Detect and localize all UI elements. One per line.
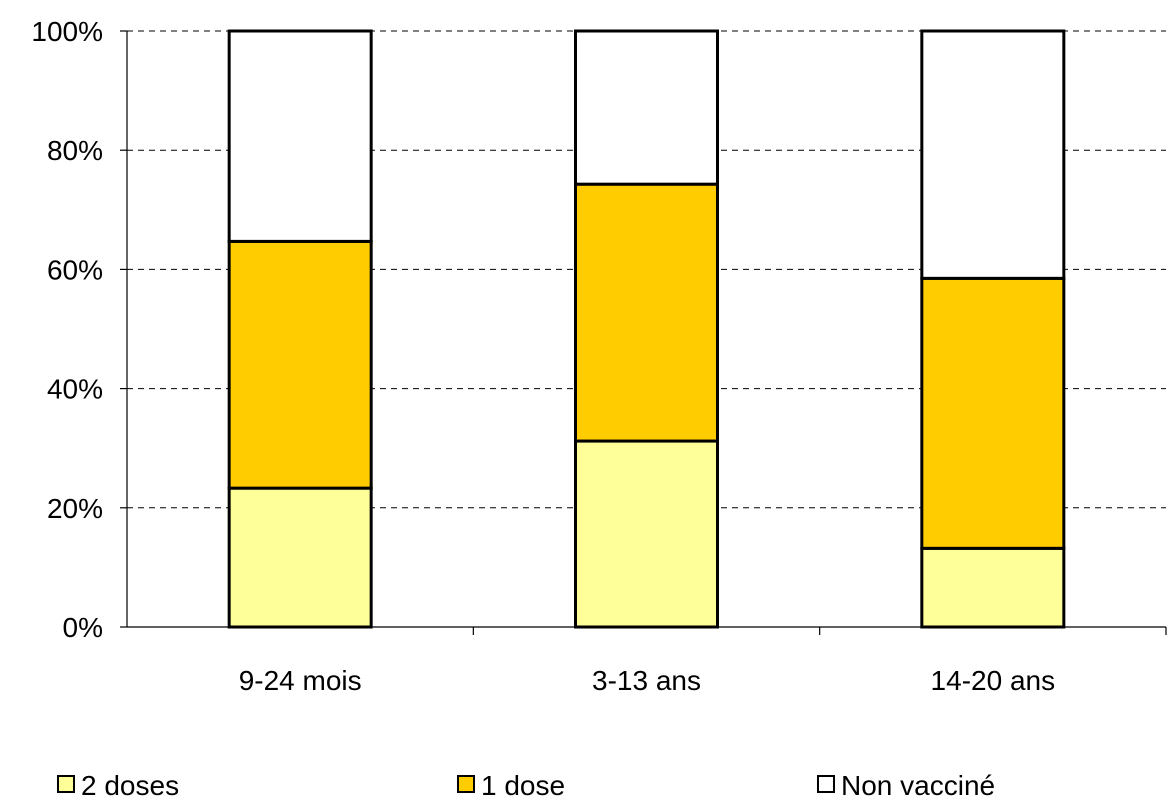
legend-swatch-1-dose (457, 775, 475, 793)
bar-segment-14-20-ans-2-doses (920, 546, 1066, 629)
y-tick-label-100: 100% (31, 16, 103, 47)
legend-item-2-doses: 2 doses (57, 770, 179, 801)
bar-segment-14-20-ans-non-vaccine (920, 29, 1066, 280)
x-tick-label-3-13-ans: 3-13 ans (592, 665, 701, 696)
x-tick-label-9-24-mois: 9-24 mois (239, 665, 362, 696)
bar-segment-14-20-ans-1-dose (920, 276, 1066, 550)
bar-segment-3-13-ans-1-dose (574, 182, 719, 443)
y-tick-label-60: 60% (47, 254, 103, 285)
legend-label-1-dose: 1 dose (481, 770, 565, 801)
legend-label-non-vaccine: Non vacciné (841, 770, 995, 801)
x-tick-label-14-20-ans: 14-20 ans (931, 665, 1056, 696)
bar-segment-9-24-mois-non-vaccine (227, 29, 373, 243)
bars (227, 29, 1066, 629)
legend-swatch-non-vaccine (817, 775, 835, 793)
bar-segment-9-24-mois-2-doses (227, 486, 373, 629)
bar-segment-9-24-mois-1-dose (227, 239, 373, 490)
x-tick-labels: 9-24 mois 3-13 ans 14-20 ans (239, 665, 1055, 696)
legend-item-1-dose: 1 dose (457, 770, 565, 801)
legend-swatch-2-doses (57, 775, 75, 793)
bar-segment-3-13-ans-non-vaccine (574, 29, 719, 186)
y-tick-labels: 0% 20% 40% 60% 80% 100% (31, 16, 103, 643)
bar-segment-3-13-ans-2-doses (574, 439, 719, 629)
y-tick-label-0: 0% (63, 612, 103, 643)
y-tick-label-40: 40% (47, 374, 103, 405)
legend: 2 doses 1 dose Non vacciné (57, 770, 995, 801)
axes (120, 30, 1167, 635)
y-tick-label-20: 20% (47, 493, 103, 524)
legend-item-non-vaccine: Non vacciné (817, 770, 995, 801)
legend-label-2-doses: 2 doses (81, 770, 179, 801)
y-tick-label-80: 80% (47, 135, 103, 166)
